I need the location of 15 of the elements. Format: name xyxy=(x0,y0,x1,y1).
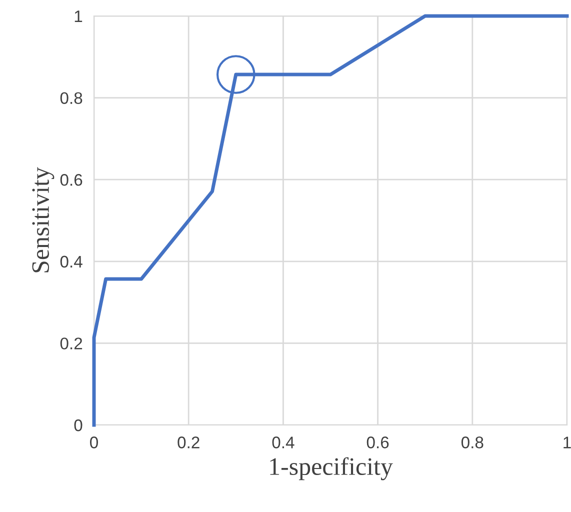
y-tick-label: 0.8 xyxy=(60,92,82,104)
line-series xyxy=(92,14,569,427)
x-tick-label: 0.2 xyxy=(178,436,200,448)
x-tick-label: 0.8 xyxy=(461,436,484,448)
y-tick-label: 0.2 xyxy=(60,338,82,350)
y-tick-label: 0.4 xyxy=(60,256,82,268)
x-tick-label: 1 xyxy=(564,436,571,448)
x-tick-label: 0.4 xyxy=(272,436,294,448)
y-tick-label: 1 xyxy=(74,10,82,22)
y-tick-label: 0.6 xyxy=(60,174,82,186)
x-tick-label: 0 xyxy=(90,436,98,448)
x-axis-title: 1-specificity xyxy=(270,457,393,480)
y-tick-label: 0 xyxy=(74,419,82,432)
y-axis-title: Sensitivity xyxy=(32,167,54,272)
x-tick-label: 0.6 xyxy=(366,436,389,448)
